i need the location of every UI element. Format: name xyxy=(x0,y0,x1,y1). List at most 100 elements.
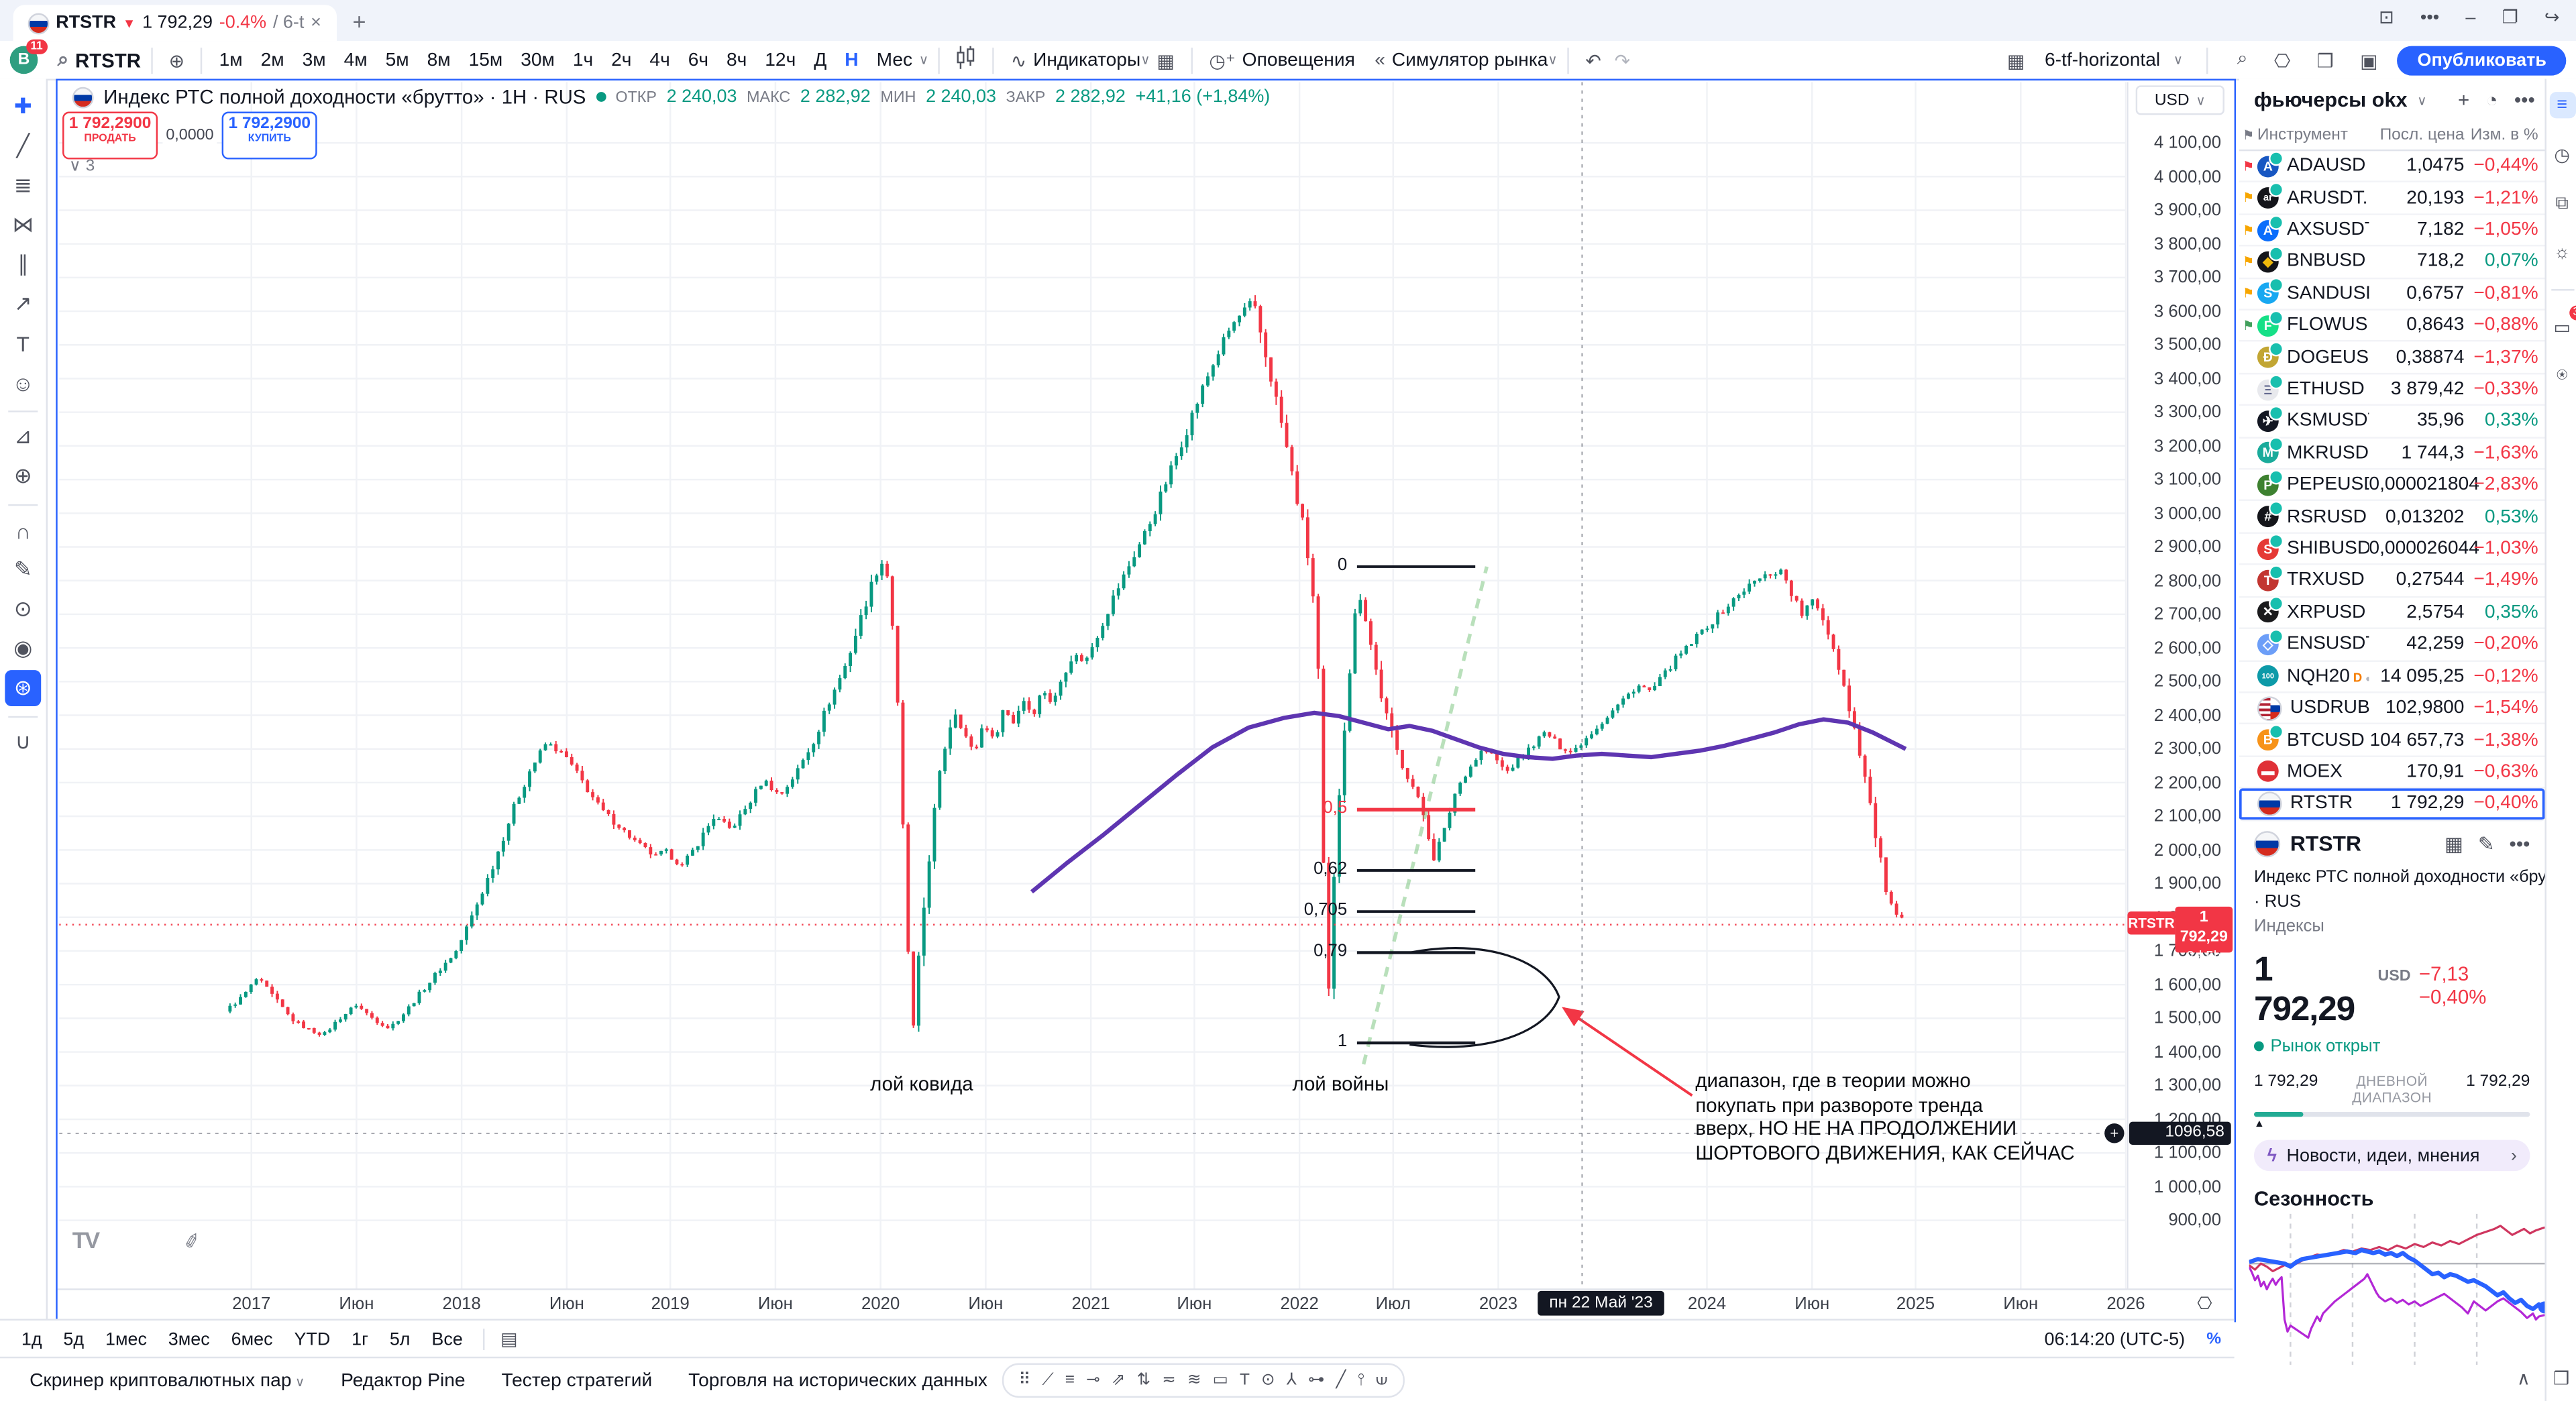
drawing-mode-icon[interactable]: ✎ xyxy=(13,557,32,581)
fib-retracement-tool-icon[interactable]: ≣ xyxy=(13,172,32,197)
trend-icon[interactable]: ⇗ xyxy=(1111,1371,1126,1390)
interval-8ч[interactable]: 8ч xyxy=(726,50,747,70)
range-1д[interactable]: 1д xyxy=(21,1329,42,1349)
interval-Д[interactable]: Д xyxy=(814,50,827,70)
hotlists-panel-icon[interactable]: ⧉ xyxy=(2555,192,2569,213)
watchlist-row-DOGEUSD[interactable]: ÐDOGEUSD✎ 0,38874 −1,37% xyxy=(2239,341,2545,374)
chart-text-label[interactable]: лой ковида xyxy=(870,1072,973,1096)
interval-1ч[interactable]: 1ч xyxy=(572,50,594,70)
line-icon[interactable]: ⊶ xyxy=(1307,1371,1325,1390)
symbol-column[interactable]: Инструмент xyxy=(2257,126,2349,145)
avatar[interactable]: B 11 xyxy=(9,39,48,74)
watchlist-row-ENSUSDT.P[interactable]: ◇ENSUSDT.P 42,259 −0,20% xyxy=(2239,628,2545,661)
minimize-icon[interactable]: – xyxy=(2465,7,2476,27)
lock-drawings-icon[interactable]: ⊙ xyxy=(13,596,32,621)
publish-button[interactable]: Опубликовать xyxy=(2398,45,2567,75)
price-column[interactable]: Посл. цена xyxy=(2379,126,2465,145)
quick-search-icon[interactable]: ⌕ xyxy=(2237,49,2248,69)
alerts-button[interactable]: Оповещения xyxy=(1242,50,1355,70)
interval-12ч[interactable]: 12ч xyxy=(765,50,796,70)
chat-panel-icon[interactable]: ▭3 xyxy=(2549,305,2576,340)
symbol-flag-icon[interactable]: ⚑ xyxy=(2242,190,2255,206)
circle-icon[interactable]: ⊙ xyxy=(1261,1371,1275,1390)
interval-15м[interactable]: 15м xyxy=(468,50,503,70)
watchlist-row-XRPUSD[interactable]: ✕XRPUSD✎ 2,5754 0,35% xyxy=(2239,596,2545,630)
replay-chevron-icon[interactable]: ∨ xyxy=(1548,52,1558,68)
interval-4м[interactable]: 4м xyxy=(343,50,368,70)
percent-scale-icon[interactable]: % xyxy=(2206,1330,2222,1349)
indicator-templates-icon[interactable]: ▦ xyxy=(1157,52,1175,72)
bottom-tab[interactable]: Торговля на исторических данных xyxy=(688,1370,988,1391)
interval-5м[interactable]: 5м xyxy=(385,50,409,70)
replay-button[interactable]: Симулятор рынка xyxy=(1391,50,1548,70)
watchlist-row-RSRUSD[interactable]: #RSRUSD✎ 0,013202 0,53% xyxy=(2239,501,2545,534)
range-3мес[interactable]: 3мес xyxy=(168,1329,210,1349)
symbol-search[interactable]: ⌕ RTSTR xyxy=(57,48,141,72)
crosshair-tool-icon[interactable]: ✚ xyxy=(13,93,32,119)
range-6мес[interactable]: 6мес xyxy=(231,1329,273,1349)
bottom-tab[interactable]: Редактор Pine xyxy=(341,1370,466,1391)
more-icon[interactable]: ••• xyxy=(2514,89,2535,112)
magnet-tool-icon[interactable]: ∩ xyxy=(15,518,31,543)
ray-icon[interactable]: ╱ xyxy=(1336,1371,1346,1390)
bottom-tab[interactable]: Скринер криптовалютных пар ∨ xyxy=(30,1370,305,1391)
watchlist-row-BNBUSD[interactable]: ⚑◆BNBUSD✎ 718,2 0,07% xyxy=(2239,246,2545,279)
trend-line-tool-icon[interactable]: ╱ xyxy=(16,133,30,158)
streams-panel-icon[interactable]: ⍟ xyxy=(2557,365,2568,386)
new-tab-button[interactable]: + xyxy=(352,8,366,35)
fib-icon[interactable]: ≡ xyxy=(1065,1371,1075,1390)
indicators-button[interactable]: Индикаторы xyxy=(1033,50,1141,70)
more-icon[interactable]: ••• xyxy=(2509,832,2530,855)
pie-icon[interactable]: ◔ xyxy=(2485,89,2498,112)
range-Все[interactable]: Все xyxy=(431,1329,463,1349)
maximize-panel-icon[interactable]: ❒ xyxy=(2553,1369,2570,1390)
close-tab-icon[interactable]: × xyxy=(311,13,321,33)
redo-icon[interactable]: ↷ xyxy=(1614,52,1631,72)
text-tool-icon[interactable]: T xyxy=(16,331,30,356)
news-ideas-button[interactable]: ϟ Новости, идеи, мнения › xyxy=(2254,1139,2530,1172)
zoom-in-tool-icon[interactable]: ⊕ xyxy=(13,463,32,488)
watchlist-chevron-icon[interactable]: ∨ xyxy=(2417,93,2427,108)
restore-icon[interactable]: ❐ xyxy=(2502,8,2518,28)
grid-view-icon[interactable]: ▦ xyxy=(2445,832,2463,855)
channel-icon[interactable]: ≂ xyxy=(1162,1371,1176,1390)
watchlist-row-MOEX[interactable]: ▬ MOEX 170,91 −0,63% xyxy=(2239,756,2545,789)
snapshot-camera-icon[interactable]: ▣ xyxy=(2360,52,2378,72)
fullscreen-icon[interactable]: ❒ xyxy=(2316,52,2334,72)
watchlist-row-USDRUB[interactable]: USDRUB 102,9800 −1,54% xyxy=(2239,693,2545,725)
watchlist-title[interactable]: фьючерсы okx xyxy=(2254,89,2408,112)
crosshair-plus-icon[interactable]: + xyxy=(2104,1123,2125,1143)
more-icon[interactable]: ••• xyxy=(2420,7,2440,27)
add-symbol-icon[interactable]: + xyxy=(2457,89,2470,112)
text-icon[interactable]: T xyxy=(1239,1371,1250,1390)
xabcd-pattern-tool-icon[interactable]: ⋈ xyxy=(12,211,34,237)
emoji-tool-icon[interactable]: ☺ xyxy=(12,370,34,395)
globe-sync-icon[interactable]: ⊛ xyxy=(5,670,42,707)
interval-6ч[interactable]: 6ч xyxy=(688,50,709,70)
sort-icon[interactable]: ⇅ xyxy=(1136,1371,1151,1390)
interval-chevron-icon[interactable]: ∨ xyxy=(918,52,929,68)
trash-icon[interactable]: ∪ xyxy=(15,729,31,754)
measure-icon[interactable]: ⟋ xyxy=(1042,1371,1054,1390)
layout-chevron-icon[interactable]: ∨ xyxy=(2173,52,2184,68)
arrow-tool-icon[interactable]: ↗ xyxy=(13,290,32,316)
tradingview-logo[interactable]: TV xyxy=(72,1227,100,1253)
range-5л[interactable]: 5л xyxy=(389,1329,411,1349)
range-5д[interactable]: 5д xyxy=(63,1329,85,1349)
watchlist-row-FLOWUSD[interactable]: ⚑FFLOWUSD✎ 0,8643 −0,88% xyxy=(2239,310,2545,343)
interval-Н[interactable]: Н xyxy=(845,50,859,70)
ruler-tool-icon[interactable]: ⊿ xyxy=(13,423,32,449)
pin-icon[interactable]: ⫯ xyxy=(1357,1371,1365,1390)
range-1мес[interactable]: 1мес xyxy=(105,1329,147,1349)
symbol-flag-icon[interactable]: ⚑ xyxy=(2242,222,2255,237)
interval-3м[interactable]: 3м xyxy=(302,50,326,70)
clock[interactable]: 06:14:20 (UTC-5) xyxy=(2044,1329,2186,1349)
symbol-flag-icon[interactable]: ⚑ xyxy=(2242,318,2255,333)
flag-column-icon[interactable]: ⚑ xyxy=(2242,128,2255,144)
symbol-flag-icon[interactable]: ⚑ xyxy=(2242,158,2255,174)
